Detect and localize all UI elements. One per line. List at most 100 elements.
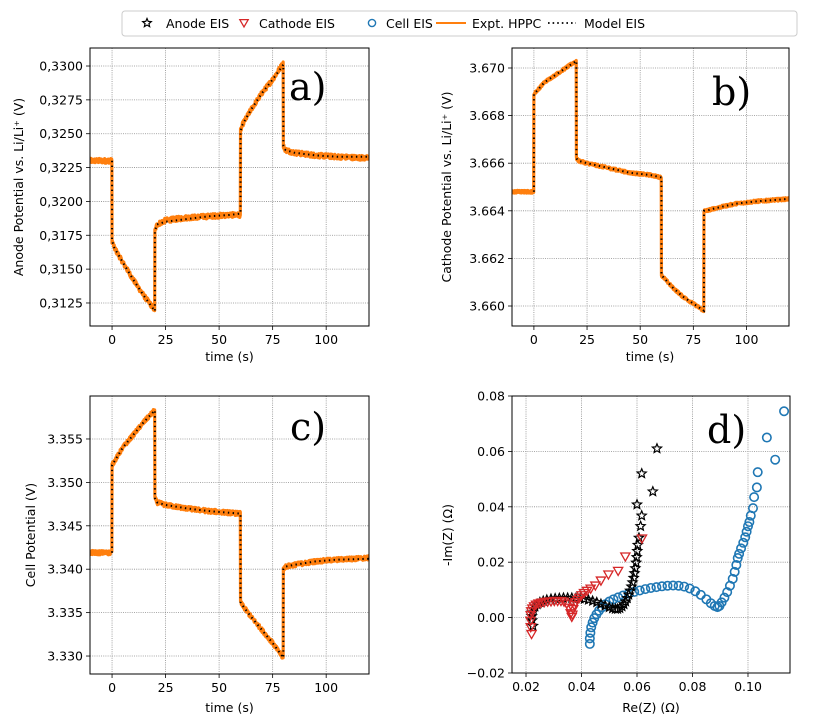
- cell-eis-point: [668, 580, 679, 591]
- y-tick-label: 0,3175: [39, 228, 83, 243]
- plot-area-c: [90, 407, 369, 661]
- y-tick-label: 0,3125: [39, 295, 83, 310]
- cell-eis-point: [738, 537, 749, 548]
- cell-eis-point: [749, 492, 760, 503]
- plot-area-d: [524, 406, 790, 649]
- x-tick-label: 100: [314, 332, 338, 347]
- ticks-c: 0 25 50 75 100 3.330 3.335 3.340 3.345 3.350 3.355: [47, 431, 338, 695]
- y-tick-label: 0.08: [477, 389, 505, 404]
- x-tick-label: 0: [108, 332, 116, 347]
- cell-eis-point: [656, 581, 667, 592]
- y-axis-label-c: Cell Potential (V): [23, 483, 38, 587]
- panel-tag-b: b): [712, 70, 751, 114]
- y-tick-label: 0,3200: [39, 194, 83, 209]
- x-tick-label: 75: [265, 332, 281, 347]
- panel-b: 0 25 50 75 100 3.660 3.662 3.664 3.666 3.668 3.670…: [439, 47, 790, 364]
- panel-c: 0 25 50 75 100 3.330 3.335 3.340 3.345 3.350 3.355…: [23, 395, 370, 715]
- y-tick-label: 3.666: [469, 156, 505, 171]
- cathode-eis-point: [595, 576, 607, 587]
- y-tick-label: 0.06: [477, 444, 505, 459]
- legend-label-cathode-eis: Cathode EIS: [259, 16, 335, 31]
- cell-eis-point: [585, 627, 596, 638]
- axes-frame-c: [89, 395, 370, 675]
- legend-entry-anode-eis: Anode EIS: [141, 16, 229, 31]
- cell-eis-point: [742, 521, 753, 532]
- panel-d: 0.02 0.04 0.06 0.08 0.10 −0.02 0.00 0.02 0.04 0.0…: [440, 389, 791, 715]
- cell-eis-point: [734, 548, 745, 559]
- cathode-eis-point: [558, 597, 570, 608]
- x-tick-label: 0: [108, 680, 116, 695]
- legend-label-anode-eis: Anode EIS: [166, 16, 229, 31]
- anode-eis-point: [646, 485, 659, 497]
- cell-eis-point: [584, 638, 595, 649]
- anode-eis-point: [631, 538, 644, 551]
- cell-eis-point: [645, 582, 656, 593]
- legend-entry-cell-eis: Cell EIS: [367, 16, 433, 31]
- cell-eis-point: [741, 526, 752, 537]
- series-model-eis: [532, 58, 789, 313]
- x-tick-label: 0.10: [734, 679, 762, 694]
- y-tick-label: 3.350: [47, 475, 83, 490]
- legend-label-model-eis: Model EIS: [584, 16, 645, 31]
- anode-eis-point: [630, 498, 644, 510]
- cathode-eis-point: [525, 629, 538, 640]
- y-tick-label: 3.664: [469, 203, 505, 218]
- cell-eis-point: [584, 633, 595, 644]
- y-tick-label: 3.335: [47, 605, 83, 620]
- x-tick-label: 75: [685, 332, 701, 347]
- y-tick-label: 3.670: [469, 60, 505, 75]
- legend-entry-cathode-eis: Cathode EIS: [238, 16, 335, 31]
- cathode-eis-point: [525, 611, 537, 622]
- axes-frame-b: [511, 47, 790, 327]
- legend-label-expt-hppc: Expt. HPPC: [472, 16, 542, 31]
- anode-eis-point: [603, 600, 616, 613]
- plot-area-b: [512, 58, 789, 314]
- axes-frame-a: [89, 47, 370, 327]
- x-tick-label: 50: [211, 680, 227, 695]
- legend-label-cell-eis: Cell EIS: [386, 16, 433, 31]
- x-tick-label: 0: [530, 332, 538, 347]
- cell-eis-point: [673, 580, 684, 591]
- panel-tag-c: c): [290, 405, 326, 449]
- star-icon: [141, 16, 153, 28]
- y-tick-label: 3.355: [47, 431, 83, 446]
- legend-entry-expt-hppc: Expt. HPPC: [436, 16, 542, 31]
- ticks-a: 0 25 50 75 100 0,3125 0,3150 0,3175 0,3200 0,3225…: [39, 59, 338, 347]
- cell-eis-point: [729, 566, 740, 577]
- cell-eis-point: [613, 592, 624, 603]
- y-tick-label: 3.345: [47, 518, 83, 533]
- x-axis-label-d: Re(Z) (Ω): [622, 700, 679, 715]
- legend-entry-model-eis: Model EIS: [548, 16, 645, 31]
- y-tick-label: 3.330: [47, 649, 83, 664]
- y-tick-label: 3.660: [469, 299, 505, 314]
- x-tick-label: 50: [211, 332, 227, 347]
- panel-a: 0 25 50 75 100 0,3125 0,3150 0,3175 0,3200 0,3225…: [11, 47, 370, 364]
- cathode-eis-point: [589, 581, 602, 592]
- cell-eis-point: [736, 543, 747, 554]
- cell-eis-point: [586, 622, 597, 633]
- grid-a: [90, 48, 369, 326]
- x-axis-label-c: time (s): [205, 700, 253, 715]
- cathode-eis-point: [530, 600, 542, 611]
- y-tick-label: 0.00: [477, 610, 505, 625]
- y-tick-label: 0,3275: [39, 92, 83, 107]
- cell-eis-point: [640, 584, 651, 595]
- cathode-eis-point: [584, 584, 597, 595]
- ticks-d: 0.02 0.04 0.06 0.08 0.10 −0.02 0.00 0.02 0.04 0.0…: [467, 389, 762, 695]
- x-tick-label: 25: [579, 332, 595, 347]
- cathode-eis-point: [636, 534, 648, 545]
- cathode-eis-point: [528, 602, 540, 613]
- cell-eis-point: [684, 583, 695, 594]
- grid-c: [90, 396, 369, 674]
- x-axis-label-b: time (s): [626, 349, 674, 364]
- y-tick-label: −0.02: [467, 666, 505, 681]
- y-axis-label-a: Anode Potential vs. Li/Li⁺ (V): [11, 98, 26, 276]
- cell-eis-point: [751, 482, 762, 493]
- cell-eis-point: [740, 532, 751, 543]
- anode-eis-point: [635, 509, 648, 521]
- circle-icon: [367, 18, 377, 28]
- cell-eis-point: [761, 432, 772, 443]
- anode-eis-point: [635, 467, 648, 479]
- x-tick-label: 75: [265, 680, 281, 695]
